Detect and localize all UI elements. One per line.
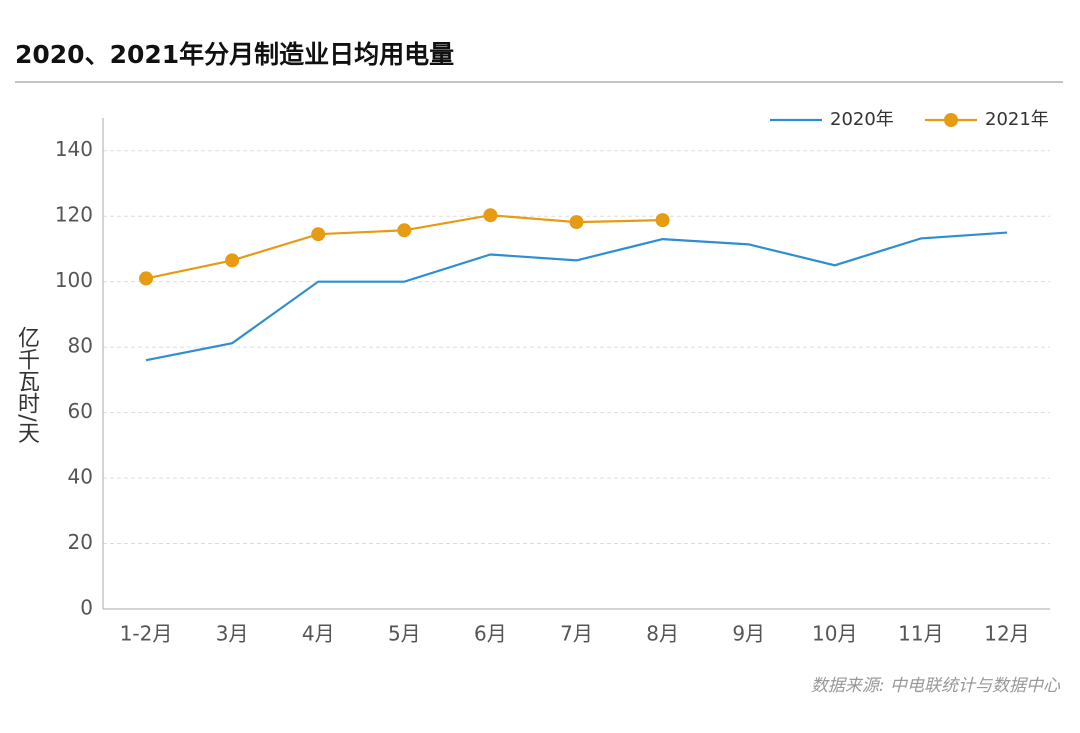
point-marker — [225, 253, 240, 268]
x-tick-label: 5月 — [388, 622, 421, 646]
legend-label: 2020年 — [830, 109, 894, 130]
source-note: 数据来源: 中电联统计与数据中心 — [811, 676, 1061, 696]
point-marker — [139, 271, 154, 286]
x-tick-label: 6月 — [474, 622, 507, 646]
x-tick-label: 3月 — [216, 622, 249, 646]
point-marker — [397, 223, 412, 238]
x-tick-label: 8月 — [646, 622, 679, 646]
y-tick-label: 100 — [55, 268, 93, 292]
point-marker — [569, 215, 584, 230]
x-tick-label: 1-2月 — [120, 622, 173, 646]
series-line — [145, 231, 1008, 362]
y-tick-label: 20 — [68, 530, 93, 554]
y-tick-label: 60 — [68, 399, 93, 423]
x-tick-label: 9月 — [732, 622, 765, 646]
legend-label: 2021年 — [985, 109, 1049, 130]
y-tick-label: 40 — [68, 465, 93, 489]
x-tick-label: 7月 — [560, 622, 593, 646]
point-marker — [483, 208, 498, 223]
point-marker — [655, 213, 670, 228]
y-tick-label: 0 — [80, 596, 93, 620]
point-marker — [311, 227, 326, 242]
y-axis-label: 亿千瓦时/天 — [14, 326, 40, 444]
x-tick-label: 4月 — [302, 622, 335, 646]
chart-title: 2020、2021年分月制造业日均用电量 — [15, 40, 454, 69]
x-tick-label: 12月 — [984, 622, 1029, 646]
legend-marker — [944, 113, 958, 127]
x-tick-label: 11月 — [898, 622, 943, 646]
y-tick-label: 140 — [55, 137, 93, 161]
y-tick-label: 120 — [55, 203, 93, 227]
x-tick-label: 10月 — [812, 622, 857, 646]
y-tick-label: 80 — [68, 334, 93, 358]
